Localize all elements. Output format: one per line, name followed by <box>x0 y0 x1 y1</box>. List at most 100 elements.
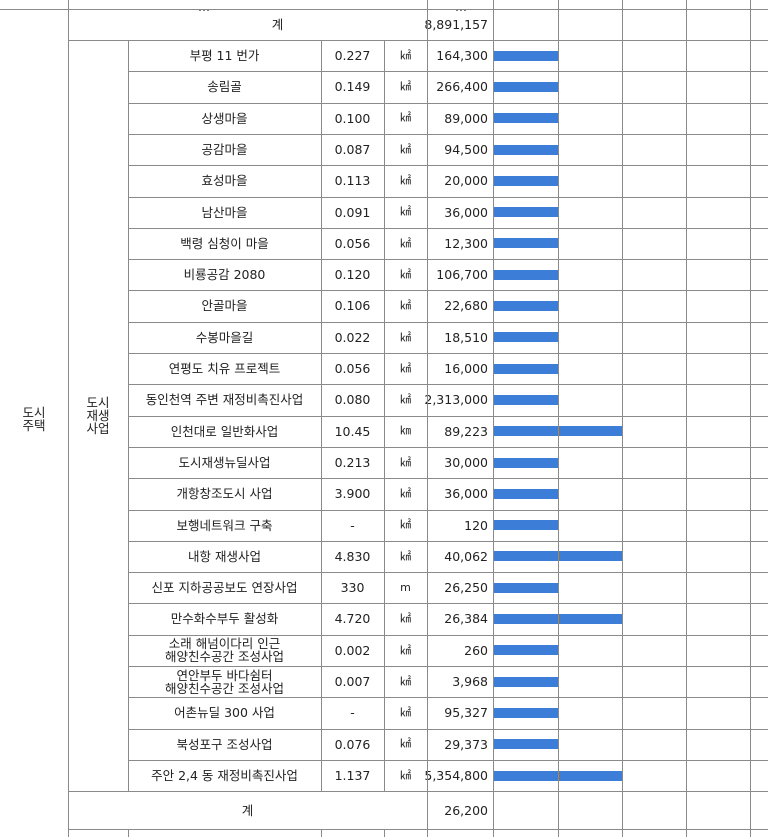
project-name: 만수화수부두 활성화 <box>170 611 279 627</box>
project-unit: ㎢ <box>400 330 411 344</box>
grid-line <box>128 40 129 791</box>
project-unit: ㎢ <box>400 768 411 782</box>
subcategory-label: 도시 재생 사업 <box>86 394 110 437</box>
project-unit: ㎢ <box>400 111 411 125</box>
project-unit: ㎢ <box>400 643 411 657</box>
project-unit: ㎢ <box>400 174 411 188</box>
project-unit: ㎢ <box>400 236 411 250</box>
grid-line <box>686 0 687 837</box>
grid-line <box>128 290 768 291</box>
progress-bar <box>493 175 559 186</box>
progress-bar <box>493 207 559 218</box>
grid-line <box>128 228 768 229</box>
grid-line <box>128 71 768 72</box>
subtotal-value-bottom: 26,200 <box>444 802 488 818</box>
project-value: 95,327 <box>444 705 488 721</box>
top-clipped-text-right: … <box>455 0 467 14</box>
project-name: 소래 해넘이다리 인근 해양친수공간 조성사업 <box>165 636 284 665</box>
project-value: 26,384 <box>444 611 488 627</box>
project-area: 0.002 <box>334 642 371 658</box>
top-clipped-text: … <box>198 0 210 14</box>
project-value: 2,313,000 <box>424 392 488 408</box>
grid-line <box>128 541 768 542</box>
project-value: 94,500 <box>444 141 488 157</box>
progress-bar <box>493 301 559 312</box>
grid-line <box>493 0 494 837</box>
grid-line <box>128 603 768 604</box>
project-value: 30,000 <box>444 454 488 470</box>
grid-line <box>384 829 385 837</box>
project-value: 3,968 <box>452 674 488 690</box>
progress-bar <box>493 457 559 468</box>
project-area: 0.149 <box>334 79 371 95</box>
progress-bar <box>493 363 559 374</box>
project-area: - <box>350 705 355 721</box>
grid-line <box>128 103 768 104</box>
project-value: 29,373 <box>444 736 488 752</box>
project-name: 개항창조도시 사업 <box>176 486 273 502</box>
subtotal-value-top: 8,891,157 <box>424 16 488 32</box>
grid-line <box>0 9 768 10</box>
grid-line <box>622 0 623 837</box>
project-name: 도시재생뉴딜사업 <box>178 454 271 470</box>
grid-line <box>128 134 768 135</box>
grid-line <box>128 353 768 354</box>
progress-bar <box>493 269 559 280</box>
progress-bar <box>493 707 559 718</box>
project-unit: ㎢ <box>400 674 411 688</box>
project-name: 인천대로 일반화사업 <box>170 423 279 439</box>
project-unit: ㎞ <box>400 424 411 438</box>
progress-bar <box>493 394 559 405</box>
progress-bar <box>493 676 559 687</box>
project-name: 북성포구 조성사업 <box>176 736 273 752</box>
grid-line <box>128 384 768 385</box>
project-value: 40,062 <box>444 548 488 564</box>
project-unit: ㎢ <box>400 142 411 156</box>
project-name: 수봉마을길 <box>195 329 254 345</box>
project-name: 연안부두 바다쉼터 해양친수공간 조성사업 <box>165 667 284 696</box>
progress-bar <box>493 113 559 124</box>
project-area: - <box>350 517 355 533</box>
project-name: 부평 11 번가 <box>189 48 260 64</box>
grid-line <box>128 729 768 730</box>
progress-bar <box>493 144 559 155</box>
grid-line <box>321 40 322 791</box>
project-value: 106,700 <box>436 267 488 283</box>
grid-line <box>128 165 768 166</box>
project-name: 내항 재생사업 <box>188 548 261 564</box>
project-value: 260 <box>464 642 488 658</box>
project-name: 남산마을 <box>201 204 248 220</box>
grid-line <box>68 829 768 830</box>
progress-bar <box>493 488 559 499</box>
project-value: 89,223 <box>444 423 488 439</box>
project-name: 백령 심청이 마을 <box>180 235 269 251</box>
project-value: 12,300 <box>444 235 488 251</box>
project-unit: ㎢ <box>400 549 411 563</box>
project-area: 0.227 <box>334 48 371 64</box>
progress-bar <box>493 332 559 343</box>
project-unit: ㎢ <box>400 487 411 501</box>
grid-line <box>128 760 768 761</box>
progress-bar <box>493 582 559 593</box>
project-unit: ㎢ <box>400 518 411 532</box>
project-unit: ㎢ <box>400 361 411 375</box>
grid-line <box>128 197 768 198</box>
project-area: 0.213 <box>334 454 371 470</box>
project-value: 20,000 <box>444 173 488 189</box>
project-name: 상생마을 <box>201 110 248 126</box>
project-unit: ㎢ <box>400 299 411 313</box>
subtotal-label-top: 계 <box>271 16 284 32</box>
project-value: 18,510 <box>444 329 488 345</box>
project-unit: ㎢ <box>400 706 411 720</box>
project-area: 0.106 <box>334 298 371 314</box>
grid-line <box>128 635 768 636</box>
project-area: 0.091 <box>334 204 371 220</box>
project-unit: ㎢ <box>400 267 411 281</box>
project-value: 89,000 <box>444 110 488 126</box>
project-value: 120 <box>464 517 488 533</box>
project-unit: ㎢ <box>400 80 411 94</box>
project-area: 1.137 <box>334 767 371 783</box>
project-name: 연평도 치유 프로젝트 <box>168 361 281 377</box>
project-area: 0.056 <box>334 361 371 377</box>
